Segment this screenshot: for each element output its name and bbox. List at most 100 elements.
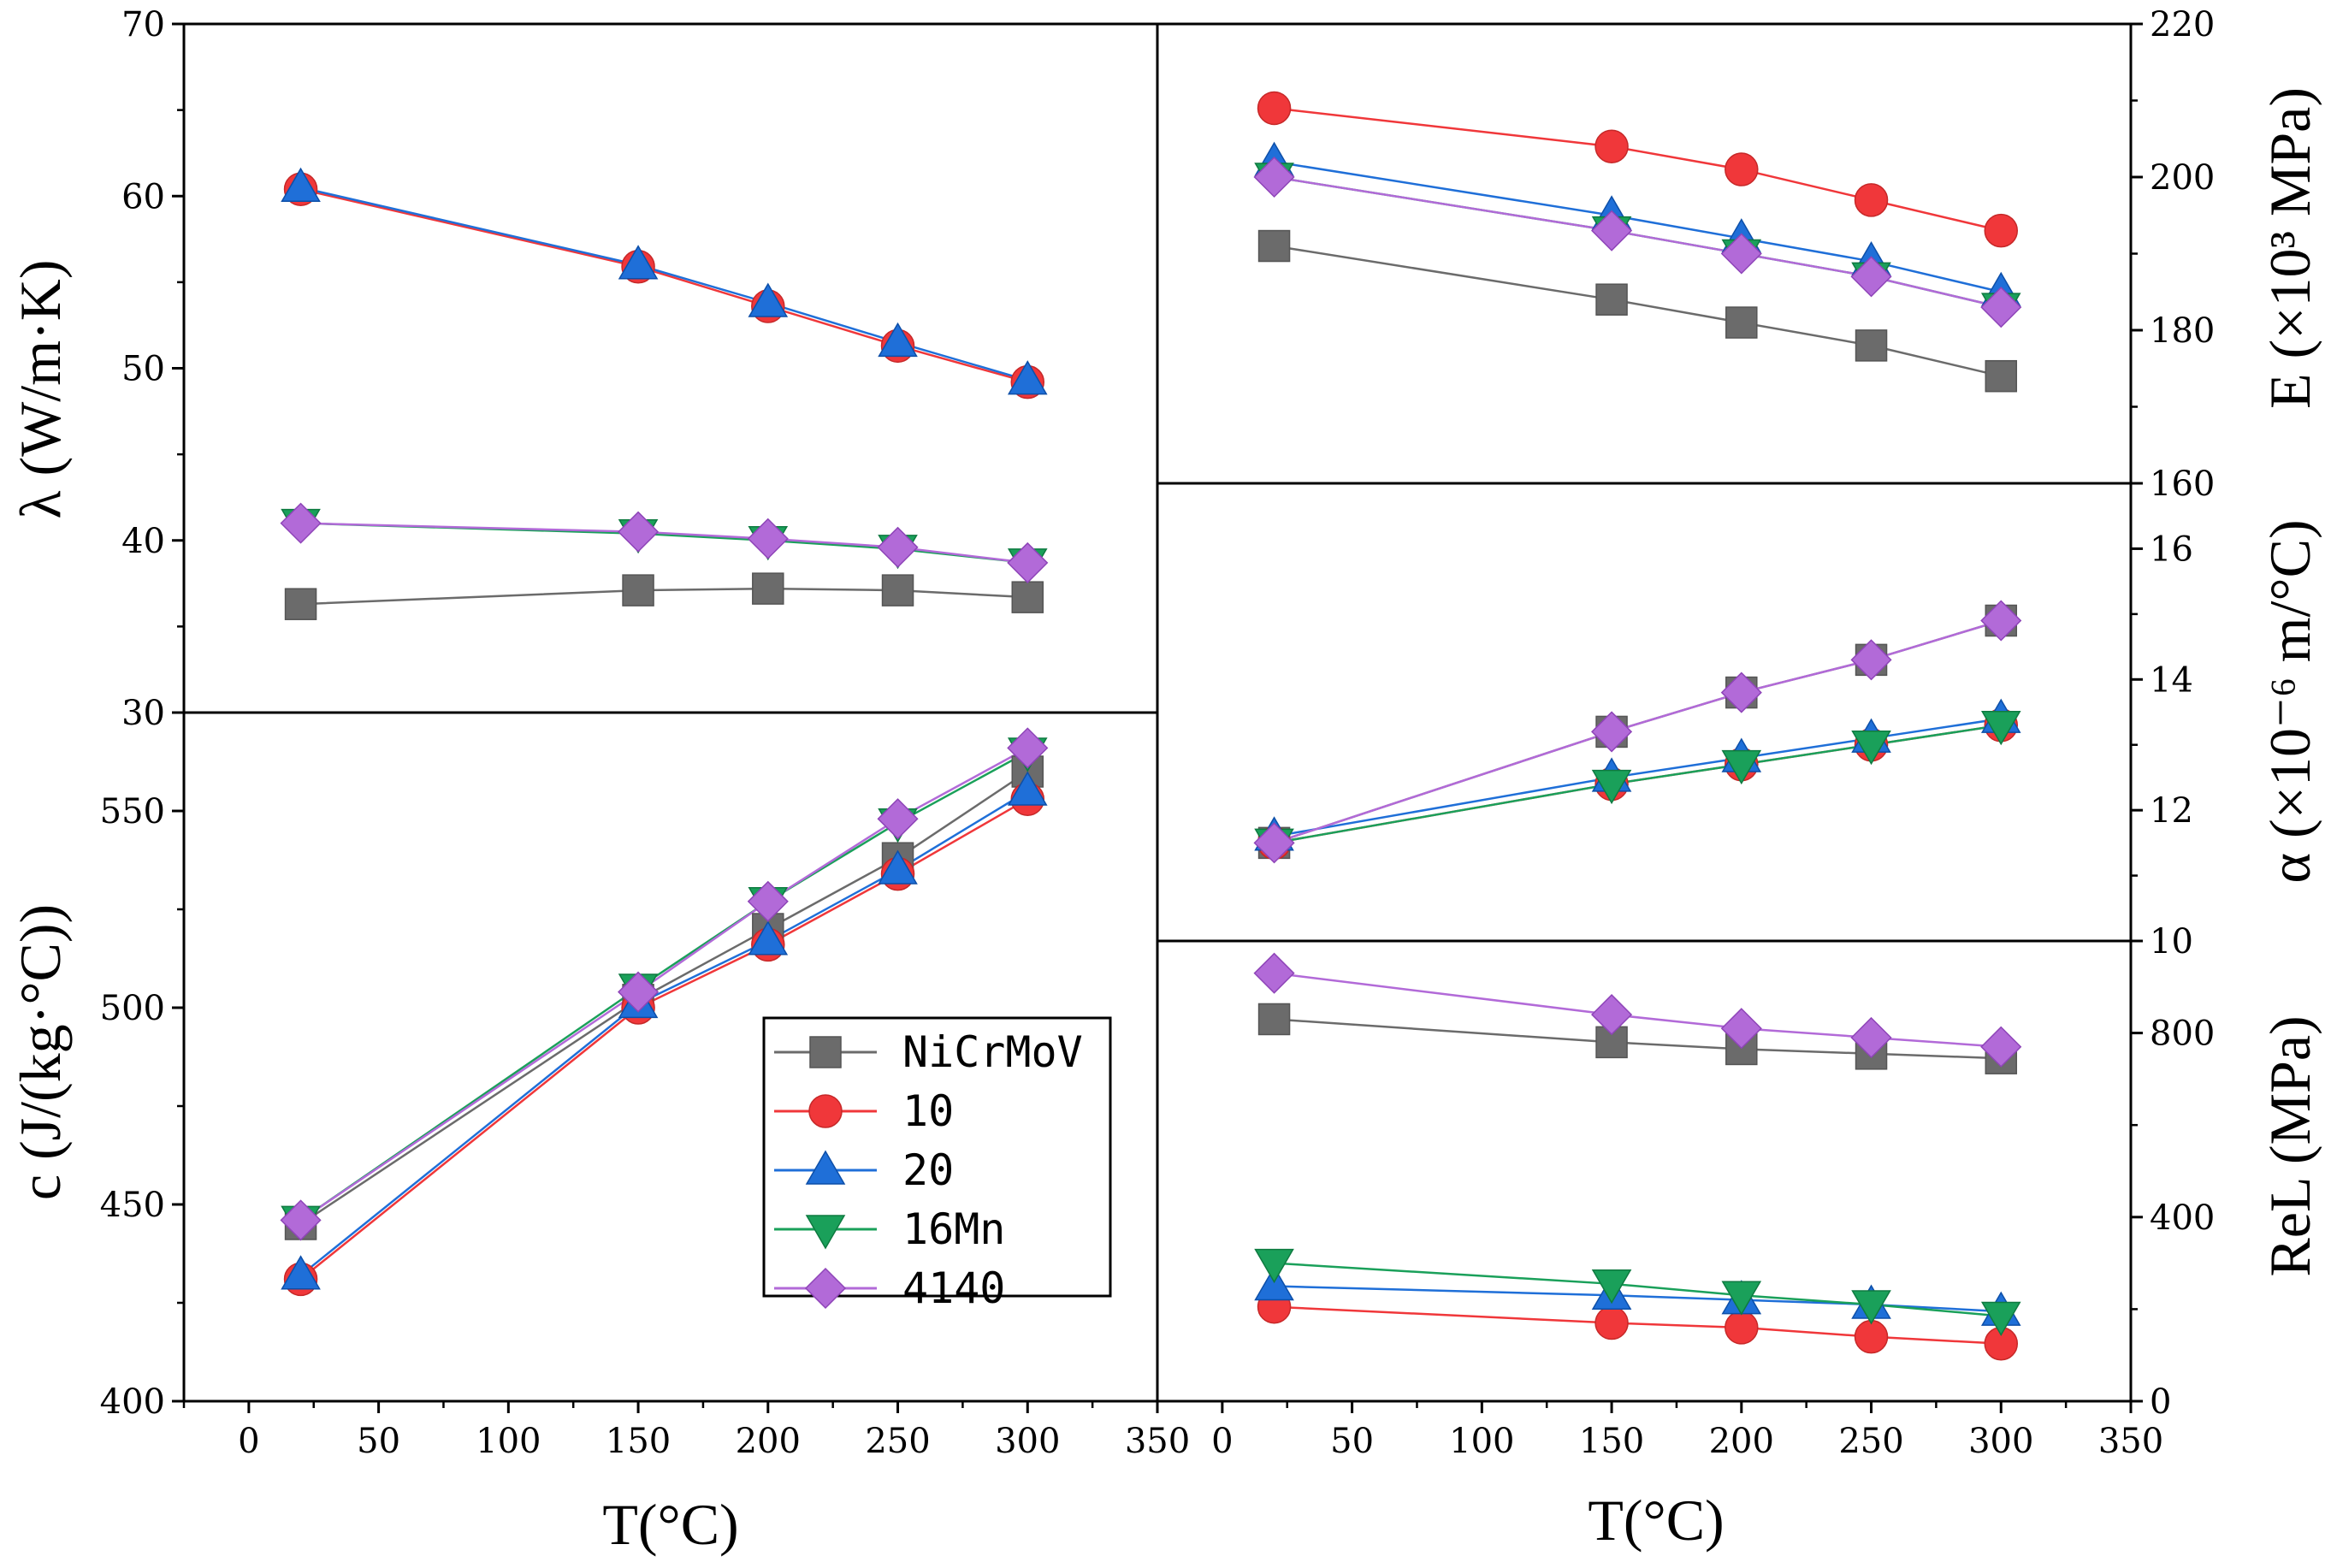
data-point-yield-strength-4140	[1591, 994, 1633, 1036]
data-point-thermal-conductivity-20	[748, 282, 789, 317]
data-point-thermal-expansion-4140	[1850, 639, 1892, 681]
xlabel-left: T(°C)	[602, 1492, 738, 1557]
data-point-specific-heat-4140	[877, 798, 919, 840]
data-point-thermal-expansion-4140	[1253, 822, 1295, 864]
ytick-label-yield-strength: 0	[2150, 1382, 2171, 1422]
data-point-yield-strength-4140	[1980, 1026, 2022, 1068]
data-point-elastic-modulus-NiCrMoV	[1595, 283, 1628, 316]
data-point-yield-strength-4140	[1850, 1016, 1892, 1059]
legend-marker-20	[805, 1150, 846, 1185]
ytick-label-thermal-expansion: 14	[2150, 660, 2193, 700]
ytick-label-thermal-expansion: 12	[2150, 791, 2193, 831]
xtick-label-yield-strength: 150	[1579, 1422, 1644, 1461]
data-point-thermal-conductivity-4140	[877, 526, 919, 568]
xtick-label-yield-strength: 50	[1330, 1422, 1374, 1461]
data-point-thermal-conductivity-NiCrMoV	[881, 574, 914, 606]
data-point-thermal-expansion-4140	[1720, 672, 1762, 713]
ytick-label-specific-heat: 550	[100, 792, 165, 831]
data-point-thermal-conductivity-NiCrMoV	[1011, 581, 1044, 613]
series-line-yield-strength-20	[1274, 1285, 2002, 1313]
ytick-label-thermal-expansion: 10	[2150, 922, 2193, 962]
series-line-yield-strength-10	[1274, 1305, 2002, 1345]
xtick-label-specific-heat: 250	[865, 1422, 930, 1461]
data-point-thermal-conductivity-20	[1007, 360, 1048, 395]
data-point-specific-heat-4140	[280, 1199, 322, 1241]
data-point-elastic-modulus-NiCrMoV	[1725, 306, 1758, 339]
data-point-thermal-expansion-16Mn	[1851, 730, 1891, 766]
series-line-yield-strength-4140	[1274, 972, 2002, 1048]
xtick-label-yield-strength: 0	[1211, 1422, 1233, 1461]
data-point-elastic-modulus-NiCrMoV	[1257, 229, 1291, 263]
panel-frame-elastic-modulus	[1156, 22, 2133, 485]
data-point-specific-heat-4140	[1007, 727, 1049, 769]
data-point-elastic-modulus-4140	[1253, 156, 1295, 198]
xtick-label-yield-strength: 250	[1838, 1422, 1903, 1461]
series-line-thermal-conductivity-16Mn	[300, 522, 1028, 565]
ytick-label-thermal-conductivity: 30	[121, 694, 165, 733]
xtick-label-yield-strength: 300	[1968, 1422, 2033, 1461]
data-point-yield-strength-16Mn	[1591, 1269, 1632, 1305]
ytick-label-yield-strength: 800	[2150, 1015, 2215, 1054]
data-point-yield-strength-4140	[1720, 1008, 1762, 1050]
data-point-elastic-modulus-4140	[1591, 210, 1633, 251]
legend-label-16Mn: 16Mn	[902, 1204, 1005, 1254]
data-point-specific-heat-4140	[747, 880, 789, 922]
series-line-thermal-expansion-16Mn	[1274, 724, 2002, 844]
ytick-label-specific-heat: 400	[100, 1382, 165, 1422]
legend-label-NiCrMoV: NiCrMoV	[902, 1027, 1083, 1077]
data-point-thermal-conductivity-NiCrMoV	[752, 572, 784, 605]
data-point-thermal-conductivity-4140	[618, 511, 660, 553]
data-point-thermal-conductivity-20	[618, 245, 659, 280]
data-point-specific-heat-20	[748, 920, 789, 956]
data-point-thermal-conductivity-NiCrMoV	[284, 588, 317, 620]
series-line-elastic-modulus-4140	[1274, 175, 2002, 309]
legend-marker-10	[808, 1094, 843, 1128]
data-point-yield-strength-10	[1725, 1311, 1759, 1345]
ytick-label-thermal-conductivity: 70	[121, 5, 165, 44]
xtick-label-specific-heat: 300	[995, 1422, 1060, 1461]
series-lines	[299, 107, 2002, 1345]
ytick-label-elastic-modulus: 200	[2150, 158, 2215, 198]
xlabel-right: T(°C)	[1588, 1488, 1724, 1553]
ytick-label-thermal-conductivity: 50	[121, 350, 165, 389]
legend-marker-NiCrMoV	[809, 1036, 842, 1068]
ylabel-specific-heat: c (J/(kg·°C))	[8, 904, 73, 1200]
data-point-thermal-conductivity-20	[281, 167, 321, 202]
ytick-label-elastic-modulus: 160	[2150, 464, 2215, 504]
data-point-yield-strength-10	[1854, 1319, 1889, 1354]
panel-frame-thermal-conductivity	[182, 22, 1159, 714]
xtick-label-specific-heat: 150	[606, 1422, 671, 1461]
xtick-label-yield-strength: 200	[1709, 1422, 1774, 1461]
legend-label-4140: 4140	[902, 1263, 1005, 1313]
data-point-yield-strength-4140	[1253, 952, 1295, 994]
data-point-yield-strength-16Mn	[1254, 1248, 1294, 1284]
data-point-specific-heat-20	[878, 849, 918, 885]
data-point-yield-strength-20	[1254, 1266, 1294, 1301]
data-point-thermal-conductivity-4140	[1007, 541, 1049, 583]
series-line-elastic-modulus-16Mn	[1274, 175, 2002, 309]
ytick-label-thermal-conductivity: 60	[121, 177, 165, 216]
ytick-label-yield-strength: 400	[2150, 1198, 2215, 1238]
series-line-thermal-conductivity-10	[300, 187, 1028, 383]
xtick-label-specific-heat: 50	[357, 1422, 400, 1461]
data-point-yield-strength-10	[1594, 1305, 1629, 1340]
data-point-elastic-modulus-10	[1594, 129, 1629, 163]
series-line-thermal-expansion-20	[1274, 717, 2002, 837]
legend-marker-16Mn	[805, 1215, 846, 1250]
data-point-thermal-conductivity-4140	[280, 502, 322, 544]
data-point-specific-heat-4140	[618, 971, 660, 1013]
data-point-thermal-expansion-16Mn	[1980, 711, 2021, 746]
ytick-label-thermal-conductivity: 40	[121, 522, 165, 561]
data-point-thermal-conductivity-20	[878, 322, 918, 358]
series-line-thermal-expansion-10	[1274, 724, 2002, 844]
ylabel-thermal-expansion: α (×10⁻⁶ m/°C)	[2257, 519, 2322, 883]
xtick-label-specific-heat: 200	[736, 1422, 801, 1461]
ytick-label-elastic-modulus: 220	[2150, 5, 2215, 44]
data-point-yield-strength-16Mn	[1980, 1301, 2021, 1336]
data-point-elastic-modulus-4140	[1850, 256, 1892, 298]
data-point-thermal-expansion-4140	[1980, 600, 2022, 642]
ytick-label-thermal-expansion: 16	[2150, 530, 2193, 569]
legend: NiCrMoV 10 20 16Mn 4140	[762, 1016, 1112, 1313]
series-line-thermal-expansion-4140	[1274, 619, 2002, 844]
data-point-elastic-modulus-NiCrMoV	[1985, 359, 2018, 393]
